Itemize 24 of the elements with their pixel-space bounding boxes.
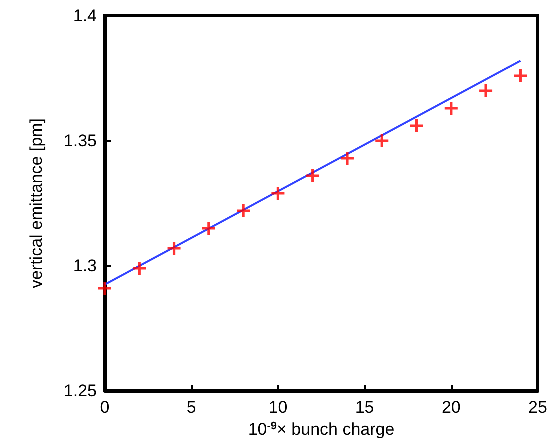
y-tick-label: 1.3	[73, 256, 97, 276]
point	[410, 120, 424, 132]
point	[98, 282, 112, 295]
y-tick-label: 1.25	[64, 382, 97, 400]
point	[480, 84, 493, 98]
point	[514, 70, 528, 82]
point	[202, 222, 216, 235]
y-tick-label: 1.4	[73, 6, 97, 26]
x-tick-label: 0	[100, 398, 110, 417]
x-tick-label: 20	[442, 398, 461, 417]
y-tick-label: 1.35	[64, 132, 97, 150]
point	[306, 170, 320, 182]
x-tick-label: 10	[268, 398, 288, 417]
x-tick-label: 5	[186, 398, 196, 417]
point	[340, 152, 354, 165]
x-tick-label: 25	[528, 398, 548, 417]
point	[376, 134, 389, 148]
point	[272, 187, 285, 200]
y-axis-title: vertical emittance [pm]	[27, 118, 46, 289]
point	[168, 242, 181, 255]
point	[444, 102, 458, 115]
point	[237, 204, 250, 218]
x-tick-label: 15	[355, 398, 374, 417]
point	[133, 262, 146, 275]
